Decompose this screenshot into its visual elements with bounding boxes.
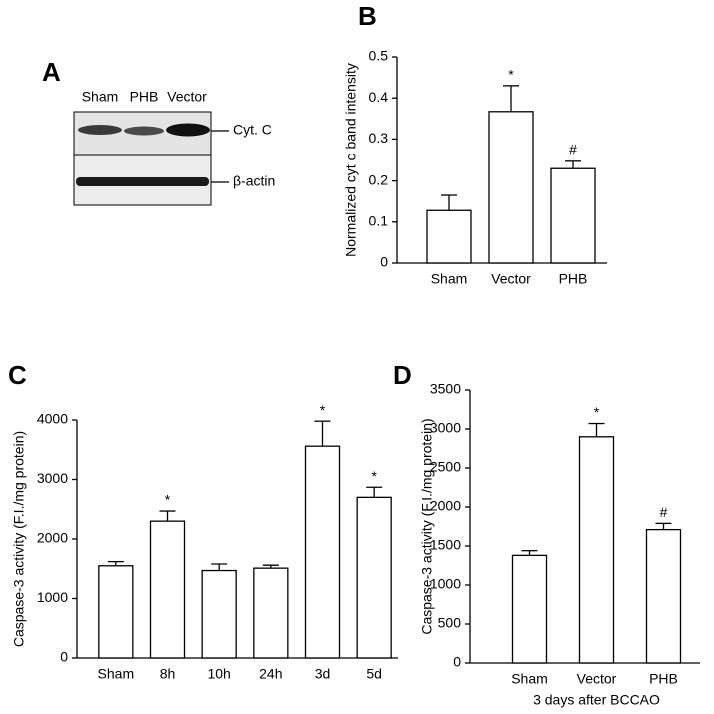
panel-letter: D — [393, 360, 412, 390]
blot-panel: A Sham PHB Vector Cyt. C β-actin — [42, 57, 275, 206]
bar — [488, 111, 534, 264]
y-tick-label: 3500 — [430, 381, 461, 397]
y-tick-label: 1500 — [430, 537, 461, 553]
blot-band — [124, 126, 164, 136]
panel-letter: A — [42, 57, 61, 87]
significance-mark: * — [165, 492, 171, 508]
x-axis-label: 3 days after BCCAO — [533, 692, 660, 708]
bar — [201, 569, 237, 659]
y-tick-label: 0.4 — [369, 89, 389, 105]
y-tick-label: 0 — [380, 254, 388, 270]
bar — [550, 167, 596, 264]
x-tick-label: 3d — [315, 666, 331, 682]
x-tick-label: 5d — [366, 666, 382, 682]
x-tick-label: PHB — [559, 271, 588, 287]
bar — [149, 520, 186, 659]
significance-mark: * — [508, 67, 514, 83]
bar — [253, 567, 289, 659]
x-tick-label: 8h — [160, 666, 176, 682]
y-tick-label: 0.3 — [369, 130, 389, 146]
y-tick-label: 3000 — [37, 470, 68, 486]
bar — [304, 445, 341, 659]
panel-letter: B — [358, 1, 377, 31]
panel-letter: C — [8, 360, 27, 390]
x-tick-label: Sham — [511, 671, 548, 687]
y-axis-label: Caspase-3 activity (F.I./mg protein) — [11, 431, 27, 647]
lane-label: Vector — [167, 89, 207, 105]
y-tick-label: 3000 — [430, 420, 461, 436]
y-tick-label: 1000 — [430, 576, 461, 592]
y-tick-label: 2000 — [430, 498, 461, 514]
significance-mark: # — [569, 142, 577, 158]
lane-label: Sham — [82, 89, 119, 105]
blot-band — [76, 177, 209, 186]
bar — [645, 528, 682, 664]
y-axis-label: Caspase-3 activity (F.I./mg protein) — [419, 418, 435, 634]
y-tick-label: 0 — [453, 654, 461, 670]
y-tick-label: 0 — [60, 649, 68, 665]
y-tick-label: 0.1 — [369, 213, 389, 229]
significance-mark: * — [371, 468, 377, 484]
y-tick-label: 4000 — [37, 411, 68, 427]
x-tick-label: Sham — [431, 271, 468, 287]
x-tick-label: PHB — [649, 671, 678, 687]
bar — [426, 209, 472, 264]
band-label: β-actin — [233, 173, 275, 189]
significance-mark: # — [660, 504, 668, 520]
significance-mark: * — [320, 402, 326, 418]
significance-mark: * — [594, 404, 600, 420]
blot-band — [78, 125, 122, 135]
x-tick-label: Vector — [577, 671, 617, 687]
y-tick-label: 500 — [438, 615, 462, 631]
y-tick-label: 0.5 — [369, 48, 389, 64]
y-axis-label: Normalized cyt c band intensity — [343, 63, 359, 257]
x-tick-label: 10h — [207, 666, 230, 682]
bar — [356, 496, 392, 659]
bar — [578, 436, 615, 664]
bar — [511, 554, 548, 664]
y-tick-label: 2000 — [37, 530, 68, 546]
bar — [98, 565, 134, 659]
blot-band — [166, 123, 210, 137]
y-tick-label: 1000 — [37, 589, 68, 605]
lane-label: PHB — [130, 89, 159, 105]
x-tick-label: Sham — [98, 666, 135, 682]
y-tick-label: 0.2 — [369, 171, 389, 187]
x-tick-label: 24h — [259, 666, 282, 682]
y-tick-label: 2500 — [430, 459, 461, 475]
x-tick-label: Vector — [491, 271, 531, 287]
band-label: Cyt. C — [233, 122, 272, 138]
